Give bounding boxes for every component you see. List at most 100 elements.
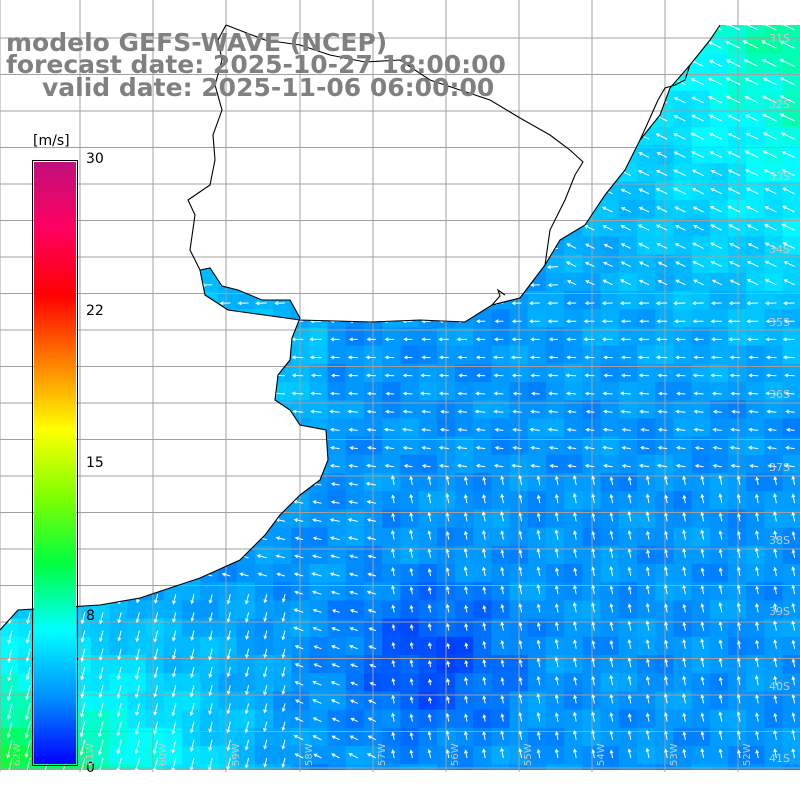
wind-cell xyxy=(473,218,492,237)
wind-cell xyxy=(218,382,238,401)
wind-cell xyxy=(182,564,201,583)
wind-cell xyxy=(400,218,420,237)
wind-arrow xyxy=(675,409,686,414)
wind-arrow xyxy=(171,739,177,754)
wind-arrow xyxy=(117,648,122,661)
wind-arrow xyxy=(291,120,304,125)
wind-arrow xyxy=(700,694,705,704)
wind-arrow xyxy=(237,337,249,342)
wind-arrow xyxy=(528,29,540,35)
wind-cell xyxy=(782,691,800,711)
wind-arrow xyxy=(510,355,522,360)
wind-arrow xyxy=(748,409,759,414)
wind-cell xyxy=(600,727,620,747)
latitude-label: 33S xyxy=(769,170,790,183)
wind-cell xyxy=(618,363,638,383)
wind-arrow xyxy=(627,585,632,595)
wind-cell xyxy=(709,291,729,310)
wind-arrow xyxy=(627,530,632,540)
wind-arrow xyxy=(366,500,377,504)
wind-cell xyxy=(618,400,638,419)
wind-arrow xyxy=(765,337,777,342)
wind-cell xyxy=(782,291,800,310)
wind-cell xyxy=(236,582,256,601)
wind-cell xyxy=(709,564,729,583)
wind-arrow xyxy=(725,59,741,67)
wind-arrow xyxy=(620,355,631,360)
wind-cell xyxy=(382,327,401,347)
wind-cell xyxy=(746,109,765,128)
wind-arrow xyxy=(518,603,523,613)
wind-cell xyxy=(637,764,656,770)
wind-cell xyxy=(273,272,292,292)
wind-cell xyxy=(327,618,347,638)
wind-cell xyxy=(72,109,92,128)
wind-cell xyxy=(91,727,110,747)
wind-arrow xyxy=(2,536,13,541)
wind-arrow xyxy=(609,674,614,686)
longitude-label: 59W xyxy=(231,743,242,766)
wind-arrow xyxy=(500,511,504,522)
wind-cell xyxy=(728,691,747,711)
wind-cell xyxy=(418,272,438,292)
wind-cell xyxy=(473,673,492,692)
wind-arrow xyxy=(24,739,31,758)
wind-arrow xyxy=(439,246,449,251)
wind-cell xyxy=(236,727,256,747)
wind-arrow xyxy=(166,554,176,559)
wind-arrow xyxy=(80,648,86,662)
wind-cell xyxy=(473,582,492,601)
wind-arrow xyxy=(482,566,486,577)
wind-arrow xyxy=(200,373,213,378)
wind-cell xyxy=(91,691,110,711)
wind-cell xyxy=(109,127,128,146)
wind-arrow xyxy=(694,445,704,450)
wind-arrow xyxy=(654,42,668,49)
wind-cell xyxy=(564,25,583,37)
wind-arrow xyxy=(664,530,668,540)
wind-arrow xyxy=(226,666,231,678)
wind-arrow xyxy=(202,102,213,107)
wind-cell xyxy=(746,254,765,274)
wind-cell xyxy=(91,272,110,292)
wind-arrow xyxy=(584,391,595,396)
wind-arrow xyxy=(93,572,104,577)
wind-arrow xyxy=(255,193,267,197)
wind-cell xyxy=(236,382,256,401)
wind-arrow xyxy=(91,319,104,324)
wind-cell xyxy=(637,181,656,201)
wind-arrow xyxy=(90,211,104,216)
wind-arrow xyxy=(773,657,778,668)
wind-arrow xyxy=(591,749,596,759)
wind-cell xyxy=(709,72,729,92)
wind-arrow xyxy=(240,518,249,523)
wind-cell xyxy=(145,691,165,711)
wind-arrow xyxy=(329,536,340,541)
wind-cell xyxy=(218,163,238,183)
wind-cell xyxy=(764,291,784,310)
wind-arrow xyxy=(263,757,268,768)
wind-cell xyxy=(527,436,547,456)
wind-cell xyxy=(618,163,638,183)
wind-arrow xyxy=(171,703,177,717)
wind-arrow xyxy=(402,138,413,143)
wind-arrow xyxy=(602,225,613,231)
wind-cell xyxy=(546,272,565,292)
wind-cell xyxy=(491,218,511,237)
wind-cell xyxy=(0,200,19,219)
colorbar-units: [m/s] xyxy=(33,133,70,149)
wind-arrow xyxy=(782,355,795,360)
wind-arrow xyxy=(255,409,267,414)
wind-cell xyxy=(491,509,511,529)
wind-cell xyxy=(200,746,219,765)
wind-cell xyxy=(418,400,438,419)
wind-arrow xyxy=(275,536,286,541)
wind-arrow xyxy=(682,638,687,649)
wind-cell xyxy=(564,509,583,529)
wind-arrow xyxy=(627,713,632,722)
wind-cell xyxy=(291,272,310,292)
wind-arrow xyxy=(693,355,704,360)
wind-cell xyxy=(637,400,656,419)
wind-arrow xyxy=(762,77,777,86)
wind-arrow xyxy=(244,721,250,734)
